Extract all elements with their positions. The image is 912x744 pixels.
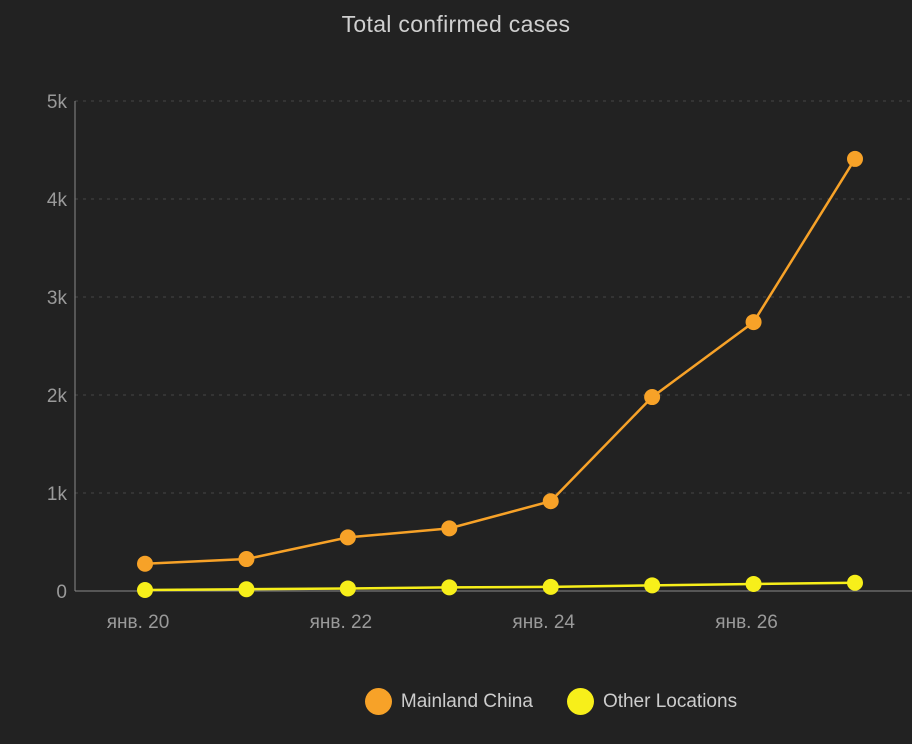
- svg-text:1k: 1k: [47, 484, 68, 505]
- other-locations-swatch-icon: [566, 688, 594, 715]
- line-chart: 0 1k 2k 3k 4k 5k янв. 20 янв. 22 янв. 24 янв. 26: [47, 92, 912, 633]
- legend: Mainland China Other Locations: [95, 688, 912, 715]
- svg-text:янв. 22: янв. 22: [310, 612, 373, 633]
- svg-text:0: 0: [56, 582, 67, 603]
- svg-text:2k: 2k: [47, 386, 68, 407]
- mainland-china-swatch-icon: [364, 688, 392, 715]
- svg-text:4k: 4k: [47, 190, 68, 211]
- legend-label-mainland-china: Mainland China: [400, 690, 533, 712]
- svg-text:янв. 26: янв. 26: [715, 612, 778, 633]
- svg-text:янв. 24: янв. 24: [512, 612, 575, 633]
- chart-title: Total confirmed cases: [341, 11, 571, 37]
- svg-text:3k: 3k: [47, 288, 68, 309]
- svg-text:5k: 5k: [47, 92, 68, 113]
- legend-item-mainland-china[interactable]: Mainland China: [364, 688, 533, 715]
- legend-label-other-locations: Other Locations: [602, 690, 738, 712]
- svg-text:янв. 20: янв. 20: [107, 612, 170, 633]
- legend-item-other-locations[interactable]: Other Locations: [566, 688, 738, 715]
